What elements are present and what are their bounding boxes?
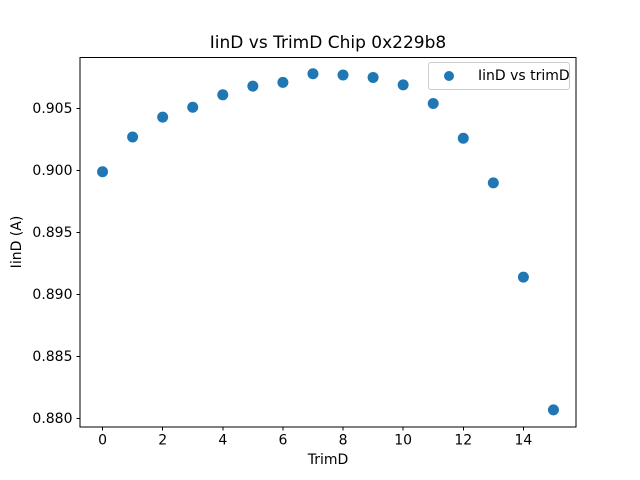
x-tick-label: 14 xyxy=(514,433,532,449)
data-point xyxy=(307,68,319,80)
chart-title: IinD vs TrimD Chip 0x229b8 xyxy=(209,33,447,53)
data-point xyxy=(487,177,499,189)
data-point xyxy=(187,101,199,113)
legend-marker-icon xyxy=(444,71,454,81)
data-point xyxy=(157,111,169,123)
x-tick-label: 10 xyxy=(394,433,412,449)
x-tick-label: 8 xyxy=(339,433,348,449)
y-tick-label: 0.880 xyxy=(32,411,72,427)
legend: IinD vs trimD xyxy=(428,62,570,90)
data-point xyxy=(367,71,379,83)
data-point xyxy=(97,166,109,178)
x-tick-label: 12 xyxy=(454,433,472,449)
y-tick-label: 0.895 xyxy=(32,225,72,241)
data-point xyxy=(457,132,469,144)
data-point xyxy=(127,131,139,143)
data-point xyxy=(397,79,409,91)
data-point xyxy=(337,69,349,81)
x-axis-label: TrimD xyxy=(307,452,349,468)
data-point xyxy=(247,80,259,92)
x-tick-label: 4 xyxy=(218,433,227,449)
y-axis-label: IinD (A) xyxy=(9,215,25,269)
x-tick-label: 2 xyxy=(158,433,167,449)
legend-label: IinD vs trimD xyxy=(478,68,570,84)
y-tick-label: 0.900 xyxy=(32,163,72,179)
data-point xyxy=(217,89,229,101)
axes-frame xyxy=(79,57,577,428)
data-point xyxy=(547,404,559,416)
y-tick-label: 0.905 xyxy=(32,101,72,117)
data-point xyxy=(427,97,439,109)
y-tick-label: 0.890 xyxy=(32,287,72,303)
data-point xyxy=(517,271,529,283)
x-tick-label: 0 xyxy=(98,433,107,449)
y-tick-label: 0.885 xyxy=(32,349,72,365)
x-tick-label: 6 xyxy=(278,433,287,449)
data-point xyxy=(277,76,289,88)
